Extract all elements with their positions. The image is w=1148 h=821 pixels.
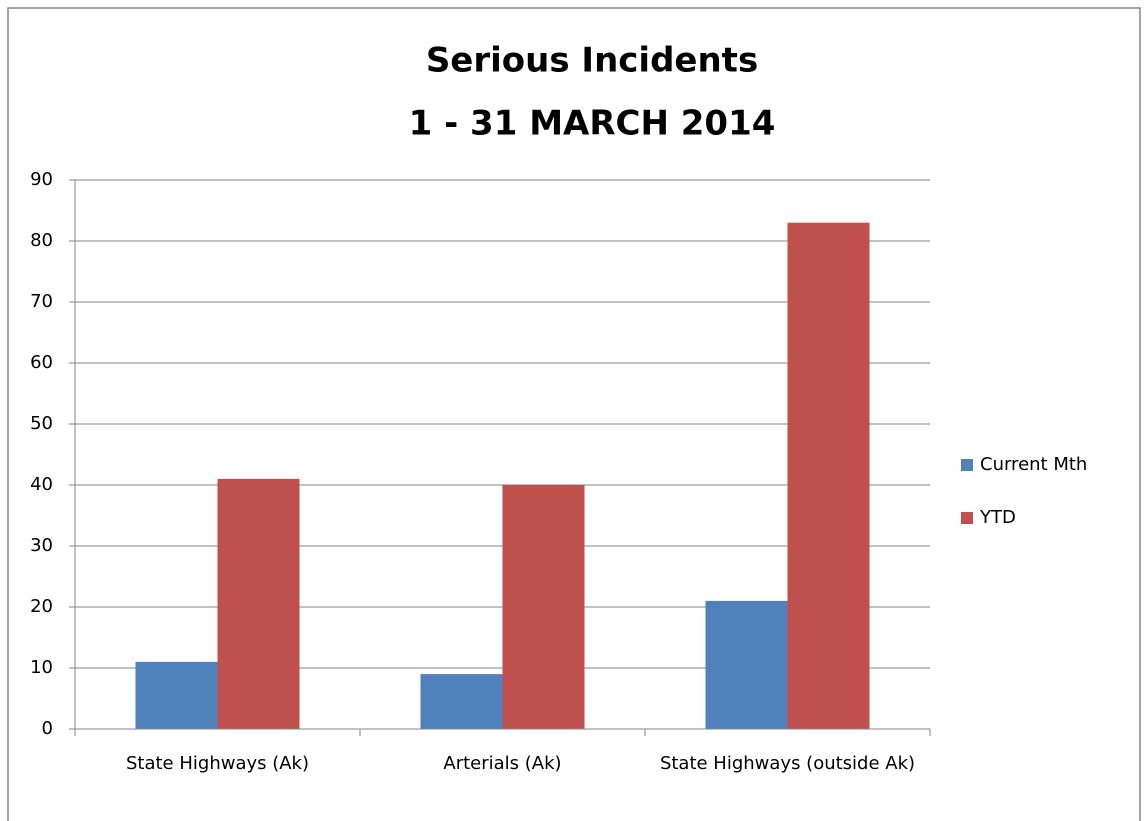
y-tick-label: 70 [30, 291, 53, 312]
bar [135, 661, 218, 729]
y-tick-label: 10 [30, 657, 53, 678]
y-tick-label: 20 [30, 596, 53, 617]
y-tick-label: 0 [42, 718, 53, 739]
bar [420, 674, 503, 729]
legend-label: YTD [979, 507, 1016, 528]
y-tick-label: 40 [30, 474, 53, 495]
x-tick-label: State Highways (outside Ak) [659, 753, 916, 774]
legend-label: Current Mth [980, 454, 1087, 475]
bar [217, 478, 300, 729]
y-tick-label: 60 [30, 352, 53, 373]
chart-title: Serious Incidents [426, 41, 758, 81]
legend-swatch [961, 459, 973, 471]
x-tick-label: Arterials (Ak) [443, 753, 562, 774]
y-tick-label: 30 [30, 535, 53, 556]
y-tick-label: 50 [30, 413, 53, 434]
legend-swatch [961, 512, 973, 524]
bar [705, 600, 788, 729]
y-tick-label: 80 [30, 230, 53, 251]
bar [787, 222, 870, 729]
y-tick-label: 90 [30, 169, 53, 190]
bar [502, 485, 585, 729]
x-tick-label: State Highways (Ak) [125, 753, 310, 774]
chart-title: 1 - 31 MARCH 2014 [409, 104, 776, 144]
